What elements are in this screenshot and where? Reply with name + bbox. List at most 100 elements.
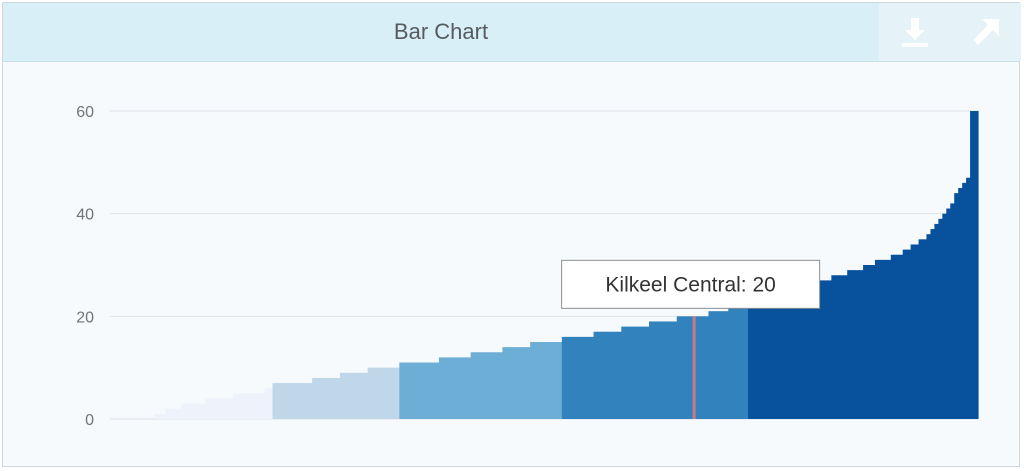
bar[interactable] (791, 290, 797, 419)
bar[interactable] (799, 290, 805, 419)
bar[interactable] (597, 331, 603, 419)
bar[interactable] (760, 300, 765, 419)
bar[interactable] (173, 408, 178, 419)
bar[interactable] (165, 408, 171, 419)
bar[interactable] (807, 285, 813, 419)
bar[interactable] (660, 321, 666, 419)
bar[interactable] (696, 316, 702, 419)
bar[interactable] (454, 357, 460, 419)
bar[interactable] (926, 234, 932, 419)
bar[interactable] (375, 367, 381, 419)
bar[interactable] (518, 347, 523, 419)
bar[interactable] (367, 367, 373, 419)
bar[interactable] (530, 342, 535, 419)
bar[interactable] (882, 259, 888, 419)
bar[interactable] (878, 259, 884, 419)
bar[interactable] (787, 290, 793, 419)
bar[interactable] (478, 352, 484, 419)
bar[interactable] (347, 372, 353, 419)
bar[interactable] (942, 213, 947, 419)
bar[interactable] (300, 383, 305, 419)
bar[interactable] (716, 311, 721, 419)
bar[interactable] (779, 295, 785, 419)
bar[interactable] (240, 393, 246, 419)
bar[interactable] (775, 295, 781, 419)
bar[interactable] (395, 367, 400, 419)
bar[interactable] (407, 362, 412, 419)
bar[interactable] (522, 347, 527, 419)
bar[interactable] (549, 342, 555, 419)
bar[interactable] (823, 280, 828, 419)
bar[interactable] (680, 316, 686, 419)
bar[interactable] (343, 372, 349, 419)
bar[interactable] (732, 306, 737, 419)
bar[interactable] (946, 208, 951, 419)
bar[interactable] (327, 377, 333, 419)
bar[interactable] (335, 377, 341, 419)
bar[interactable] (363, 372, 369, 419)
bar[interactable] (795, 290, 801, 419)
bar[interactable] (423, 362, 428, 419)
bar[interactable] (153, 413, 159, 419)
bar[interactable] (411, 362, 416, 419)
bar[interactable] (684, 316, 690, 419)
bar[interactable] (502, 347, 507, 419)
bar[interactable] (542, 342, 547, 419)
bar[interactable] (783, 295, 789, 419)
bar[interactable] (213, 398, 218, 419)
bar[interactable] (545, 342, 551, 419)
bar[interactable] (419, 362, 424, 419)
bar[interactable] (462, 357, 468, 419)
bar[interactable] (224, 398, 230, 419)
bar[interactable] (898, 254, 904, 419)
bar[interactable] (958, 188, 963, 419)
bar[interactable] (688, 316, 694, 419)
bar[interactable] (284, 383, 289, 419)
bar[interactable] (962, 182, 967, 419)
bar[interactable] (490, 352, 496, 419)
bar[interactable] (351, 372, 357, 419)
bar[interactable] (736, 306, 741, 419)
bar[interactable] (763, 300, 769, 419)
bar[interactable] (431, 362, 436, 419)
bar[interactable] (272, 383, 278, 419)
bar[interactable] (359, 372, 365, 419)
bar[interactable] (553, 342, 559, 419)
bar[interactable] (312, 377, 317, 419)
bar[interactable] (894, 254, 900, 419)
bar[interactable] (756, 300, 761, 419)
bar[interactable] (288, 383, 293, 419)
bar[interactable] (855, 270, 860, 419)
bar[interactable] (752, 300, 757, 419)
bar[interactable] (625, 326, 630, 419)
bar[interactable] (930, 229, 935, 419)
bar[interactable] (217, 398, 222, 419)
bar[interactable] (316, 377, 321, 419)
bar[interactable] (252, 393, 258, 419)
bar[interactable] (201, 403, 206, 419)
bar[interactable] (890, 254, 896, 419)
bar[interactable] (391, 367, 396, 419)
bar[interactable] (506, 347, 511, 419)
bar[interactable] (954, 193, 959, 419)
bar[interactable] (161, 413, 167, 419)
bar[interactable] (767, 300, 773, 419)
bar[interactable] (906, 249, 912, 419)
bar[interactable] (641, 326, 646, 419)
bar[interactable] (835, 275, 840, 419)
bar[interactable] (593, 331, 599, 419)
bar[interactable] (847, 270, 852, 419)
bar[interactable] (902, 249, 908, 419)
bar[interactable] (934, 223, 939, 419)
bar[interactable] (193, 403, 198, 419)
bar[interactable] (922, 239, 928, 419)
bar[interactable] (827, 280, 832, 419)
bar[interactable] (169, 408, 175, 419)
bar[interactable] (569, 336, 575, 419)
bar[interactable] (177, 408, 182, 419)
bar[interactable] (157, 413, 163, 419)
bar[interactable] (839, 275, 844, 419)
bar[interactable] (870, 265, 876, 419)
bar[interactable] (720, 311, 725, 419)
bar[interactable] (197, 403, 202, 419)
